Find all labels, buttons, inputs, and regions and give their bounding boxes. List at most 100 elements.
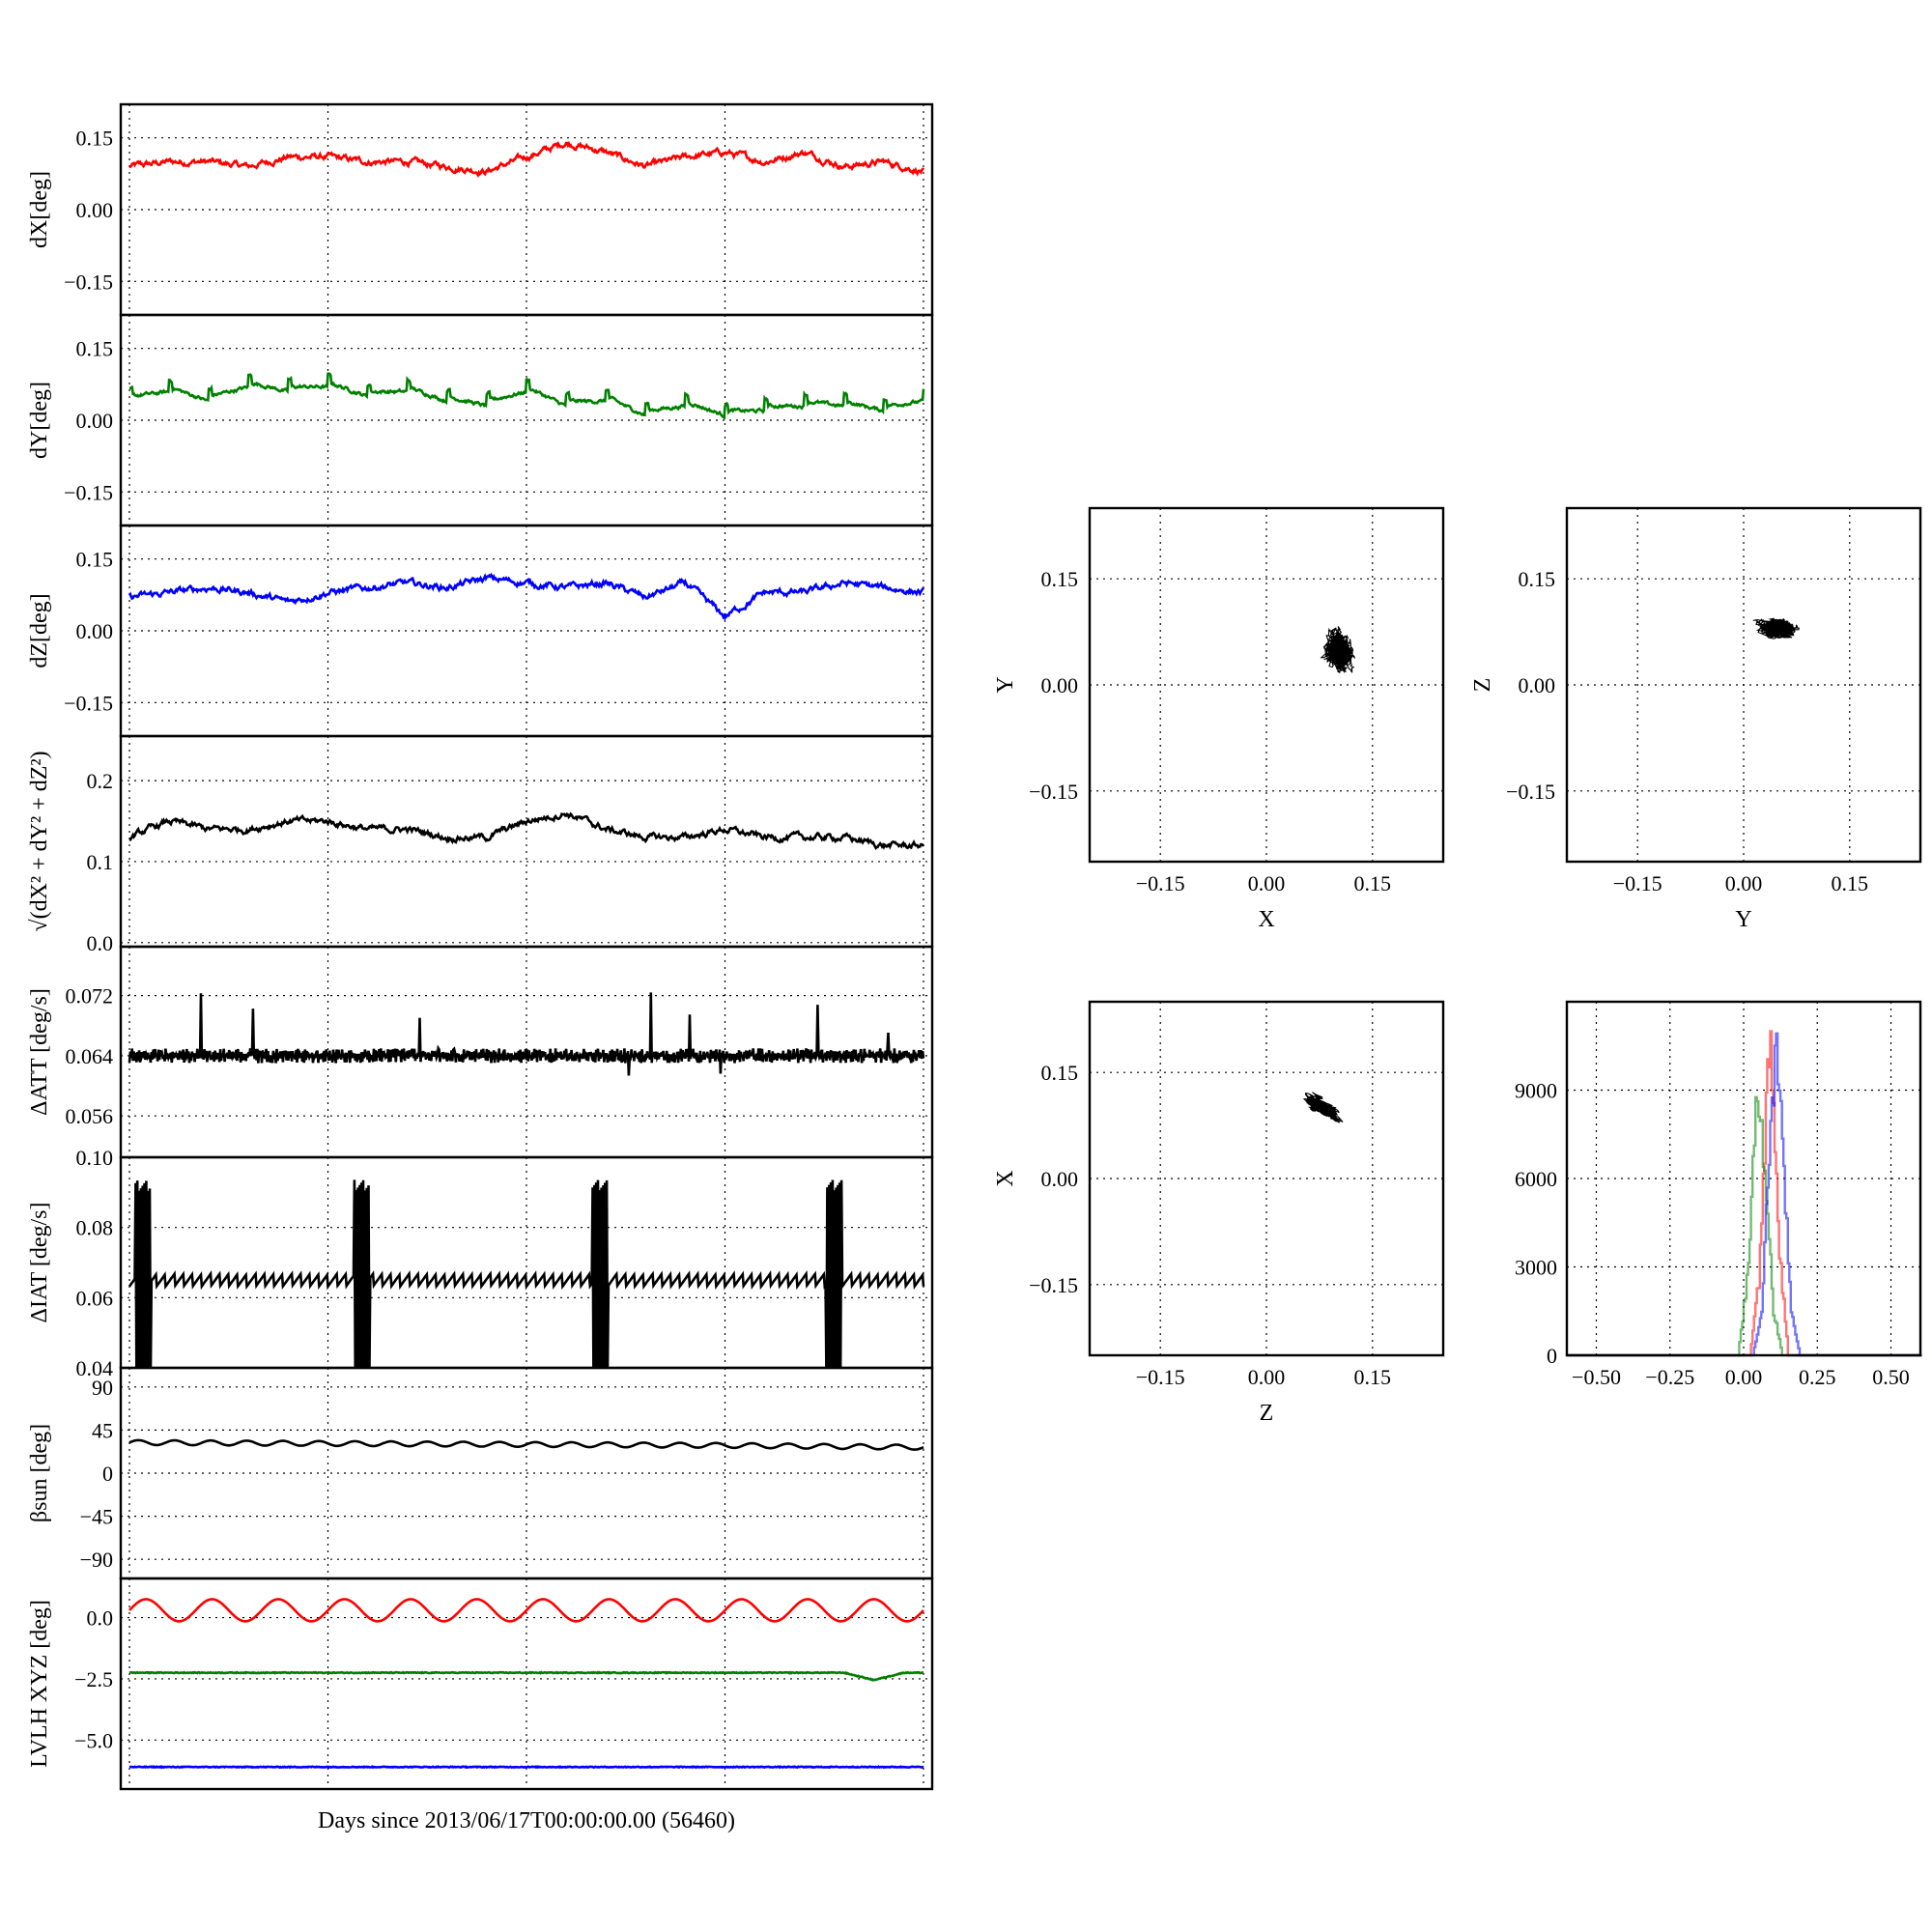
- y-tick-label: 45: [92, 1418, 113, 1442]
- scatter-trace: [1302, 1092, 1344, 1123]
- y-tick-label: −0.15: [1506, 780, 1555, 804]
- x-tick-label: 0.15: [1354, 871, 1392, 895]
- x-tick-label: 0.00: [1248, 1365, 1286, 1389]
- y-tick-label: 0.00: [76, 409, 114, 433]
- y-tick-label: 0.072: [66, 984, 114, 1009]
- y-axis-label: βsun [deg]: [27, 1424, 52, 1522]
- timeseries-panel-6: 0.10 0.08 0.06 0.04 ΔIAT [deg/s]: [27, 1146, 934, 1380]
- y-axis-label: LVLH XYZ [deg]: [27, 1600, 52, 1768]
- series-line-1: [128, 372, 925, 420]
- x-tick-label: 0.15: [1354, 1365, 1392, 1389]
- y-tick-label: 0.08: [76, 1216, 114, 1240]
- y-tick-label: 0.064: [66, 1044, 114, 1068]
- y-tick-label: 0.056: [66, 1104, 114, 1128]
- y-tick-label: −5.0: [74, 1728, 113, 1752]
- y-tick-label: 90: [92, 1376, 113, 1400]
- panel-frame: [119, 1577, 934, 1791]
- y-tick-label: −0.15: [64, 691, 113, 715]
- y-tick-label: −0.15: [64, 480, 113, 504]
- y-tick-label: −0.15: [1029, 1273, 1078, 1297]
- x-tick-label: −0.15: [1613, 871, 1662, 895]
- x-tick-label: −0.50: [1572, 1365, 1621, 1389]
- y-tick-label: 0.00: [76, 198, 114, 222]
- y-tick-label: −45: [80, 1505, 113, 1529]
- timeseries-panel-7: 90 45 0 −45 −90 βsun [deg]: [27, 1366, 934, 1580]
- series-line-1: [128, 140, 925, 179]
- y-tick-label: 0.04: [76, 1356, 114, 1380]
- x-axis-label: Z: [1260, 1401, 1274, 1426]
- y-axis-label: dX[deg]: [27, 171, 52, 248]
- y-tick-label: 0.1: [87, 850, 114, 874]
- y-tick-label: 0.15: [1041, 1061, 1079, 1085]
- panel-frame: [119, 1155, 934, 1370]
- y-tick-label: 0: [102, 1462, 113, 1486]
- y-tick-label: 0.15: [1519, 567, 1556, 591]
- timeseries-panel-5: 0.072 0.064 0.056 ΔATT [deg/s]: [27, 945, 934, 1159]
- y-tick-label: 0.15: [76, 337, 114, 361]
- x-axis-label: Y: [1735, 907, 1751, 932]
- timeseries-panel-3: 0.15 0.00 −0.15 dZ[deg]: [27, 524, 934, 738]
- y-tick-label: 0.10: [76, 1146, 114, 1170]
- series-line-3: [128, 1765, 924, 1770]
- x-axis-label: Days since 2013/06/17T00:00:00.00 (56460…: [318, 1808, 735, 1833]
- x-tick-label: 0.00: [1725, 871, 1763, 895]
- panel-frame: [1088, 506, 1445, 864]
- y-axis-label: dY[deg]: [27, 382, 52, 459]
- x-tick-label: −0.25: [1645, 1365, 1694, 1389]
- y-tick-label: 3000: [1515, 1256, 1557, 1280]
- y-tick-label: −90: [80, 1548, 113, 1572]
- scatter-trace: [1752, 617, 1800, 639]
- panel-frame: [119, 734, 934, 949]
- series-line-1: [128, 811, 925, 851]
- timeseries-panel-2: 0.15 0.00 −0.15 dY[deg]: [27, 313, 934, 527]
- y-tick-label: 0.06: [76, 1286, 114, 1310]
- y-tick-label: 0.00: [76, 619, 114, 643]
- timeseries-panel-8: 0.0 −2.5 −5.0 LVLH XYZ [deg]: [27, 1577, 934, 1791]
- series-line-1: [128, 1598, 924, 1623]
- scatter-panel-1: −0.15 0.00 0.15 0.15 0.00 −0.15 X Y: [993, 506, 1445, 932]
- y-axis-label: Z: [1470, 678, 1495, 693]
- histogram-series-2: [1567, 1095, 1922, 1357]
- series-line-2: [128, 1670, 923, 1682]
- x-tick-label: 0.25: [1799, 1365, 1836, 1389]
- panel-frame: [1088, 1000, 1445, 1357]
- y-tick-label: 0.0: [87, 1606, 114, 1631]
- y-axis-label: X: [993, 1170, 1018, 1186]
- y-axis-label: dZ[deg]: [27, 593, 52, 668]
- y-tick-label: 0.15: [76, 548, 114, 572]
- series-line-1: [128, 1179, 925, 1368]
- timeseries-panel-4: 0.2 0.1 0.0 √(dX² + dY² + dZ²): [27, 734, 934, 955]
- series-line-1: [128, 572, 925, 622]
- x-tick-label: 0.15: [1832, 871, 1869, 895]
- y-tick-label: 0: [1547, 1344, 1557, 1368]
- y-axis-label: Y: [993, 676, 1018, 693]
- x-tick-label: 0.50: [1872, 1365, 1910, 1389]
- y-tick-label: 0.00: [1041, 673, 1079, 697]
- x-axis-label: X: [1258, 907, 1274, 932]
- y-tick-label: −0.15: [1029, 780, 1078, 804]
- x-tick-label: −0.15: [1136, 871, 1185, 895]
- y-axis-label: ΔATT [deg/s]: [27, 988, 52, 1116]
- y-tick-label: 0.2: [87, 769, 114, 793]
- scatter-trace: [1320, 626, 1355, 674]
- y-tick-label: 9000: [1515, 1079, 1557, 1103]
- y-tick-label: −0.15: [64, 270, 113, 294]
- series-line-1: [128, 992, 925, 1076]
- y-tick-label: 0.00: [1519, 673, 1556, 697]
- series-line-1: [128, 1438, 924, 1451]
- scatter-panel-3: −0.15 0.00 0.15 0.15 0.00 −0.15 Z X: [993, 1000, 1445, 1426]
- histogram-panel: −0.50 −0.25 0.00 0.25 0.50 9000 6000 3000 0: [1515, 1000, 1922, 1389]
- y-tick-label: 6000: [1515, 1167, 1557, 1191]
- y-tick-label: 0.15: [76, 127, 114, 151]
- timeseries-panel-1: 0.15 0.00 −0.15 dX[deg]: [27, 102, 934, 317]
- panel-frame: [1565, 1000, 1922, 1357]
- y-tick-label: 0.00: [1041, 1167, 1079, 1191]
- y-tick-label: 0.0: [87, 931, 114, 955]
- y-tick-label: −2.5: [74, 1667, 113, 1691]
- y-axis-label: √(dX² + dY² + dZ²): [27, 751, 52, 931]
- scatter-panel-2: −0.15 0.00 0.15 0.15 0.00 −0.15 Y Z: [1470, 506, 1922, 932]
- x-tick-label: 0.00: [1248, 871, 1286, 895]
- y-tick-label: 0.15: [1041, 567, 1079, 591]
- y-axis-label: ΔIAT [deg/s]: [27, 1203, 52, 1323]
